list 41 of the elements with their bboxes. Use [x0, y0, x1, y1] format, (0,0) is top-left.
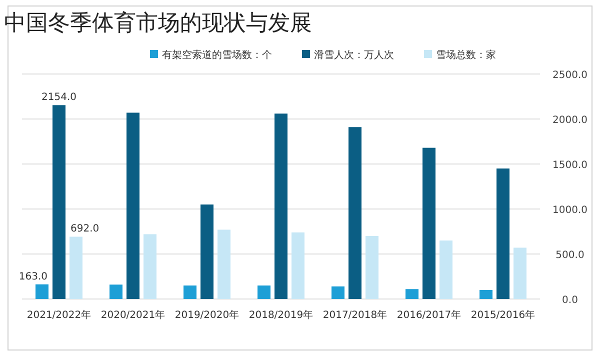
bar	[332, 286, 344, 299]
bar	[70, 236, 82, 299]
y-tick-label: 0.0	[562, 295, 578, 306]
bar	[144, 234, 156, 299]
x-tick-label: 2021/2022年	[26, 309, 92, 321]
legend-label: 雪场总数：家	[436, 49, 496, 61]
bar	[258, 286, 270, 299]
bar	[36, 284, 48, 299]
bar	[184, 286, 196, 299]
y-tick-label: 2000.0	[552, 115, 588, 126]
bar	[348, 127, 362, 299]
bar	[292, 232, 304, 299]
bar	[514, 248, 526, 299]
bar	[496, 168, 510, 299]
x-tick-label: 2018/2019年	[248, 309, 314, 321]
bar	[52, 105, 66, 299]
y-tick-label: 2500.0	[552, 70, 588, 81]
bar	[274, 114, 288, 299]
bar	[200, 204, 214, 299]
legend-label: 滑雪人次：万人次	[314, 49, 394, 61]
bar	[218, 230, 230, 299]
bar	[440, 240, 452, 299]
data-label: 2154.0	[42, 92, 76, 104]
data-label: 692.0	[70, 224, 100, 235]
data-label: 163.0	[18, 271, 48, 282]
legend-label: 有架空索道的雪场数：个	[162, 49, 272, 61]
bar	[422, 148, 436, 299]
x-tick-label: 2016/2017年	[396, 309, 462, 321]
y-tick-label: 500.0	[556, 250, 584, 261]
y-tick-label: 1500.0	[552, 160, 588, 171]
bar	[366, 236, 378, 299]
chart-title: 中国冬季体育市场的现状与发展	[4, 10, 312, 36]
bar	[126, 112, 140, 299]
x-tick-label: 2017/2018年	[322, 309, 388, 321]
y-tick-label: 1000.0	[552, 205, 588, 216]
x-tick-label: 2020/2021年	[100, 309, 166, 321]
bar	[480, 290, 492, 299]
bar	[110, 284, 122, 299]
x-tick-label: 2015/2016年	[470, 309, 536, 321]
x-tick-label: 2019/2020年	[174, 309, 240, 321]
bar	[406, 289, 418, 299]
